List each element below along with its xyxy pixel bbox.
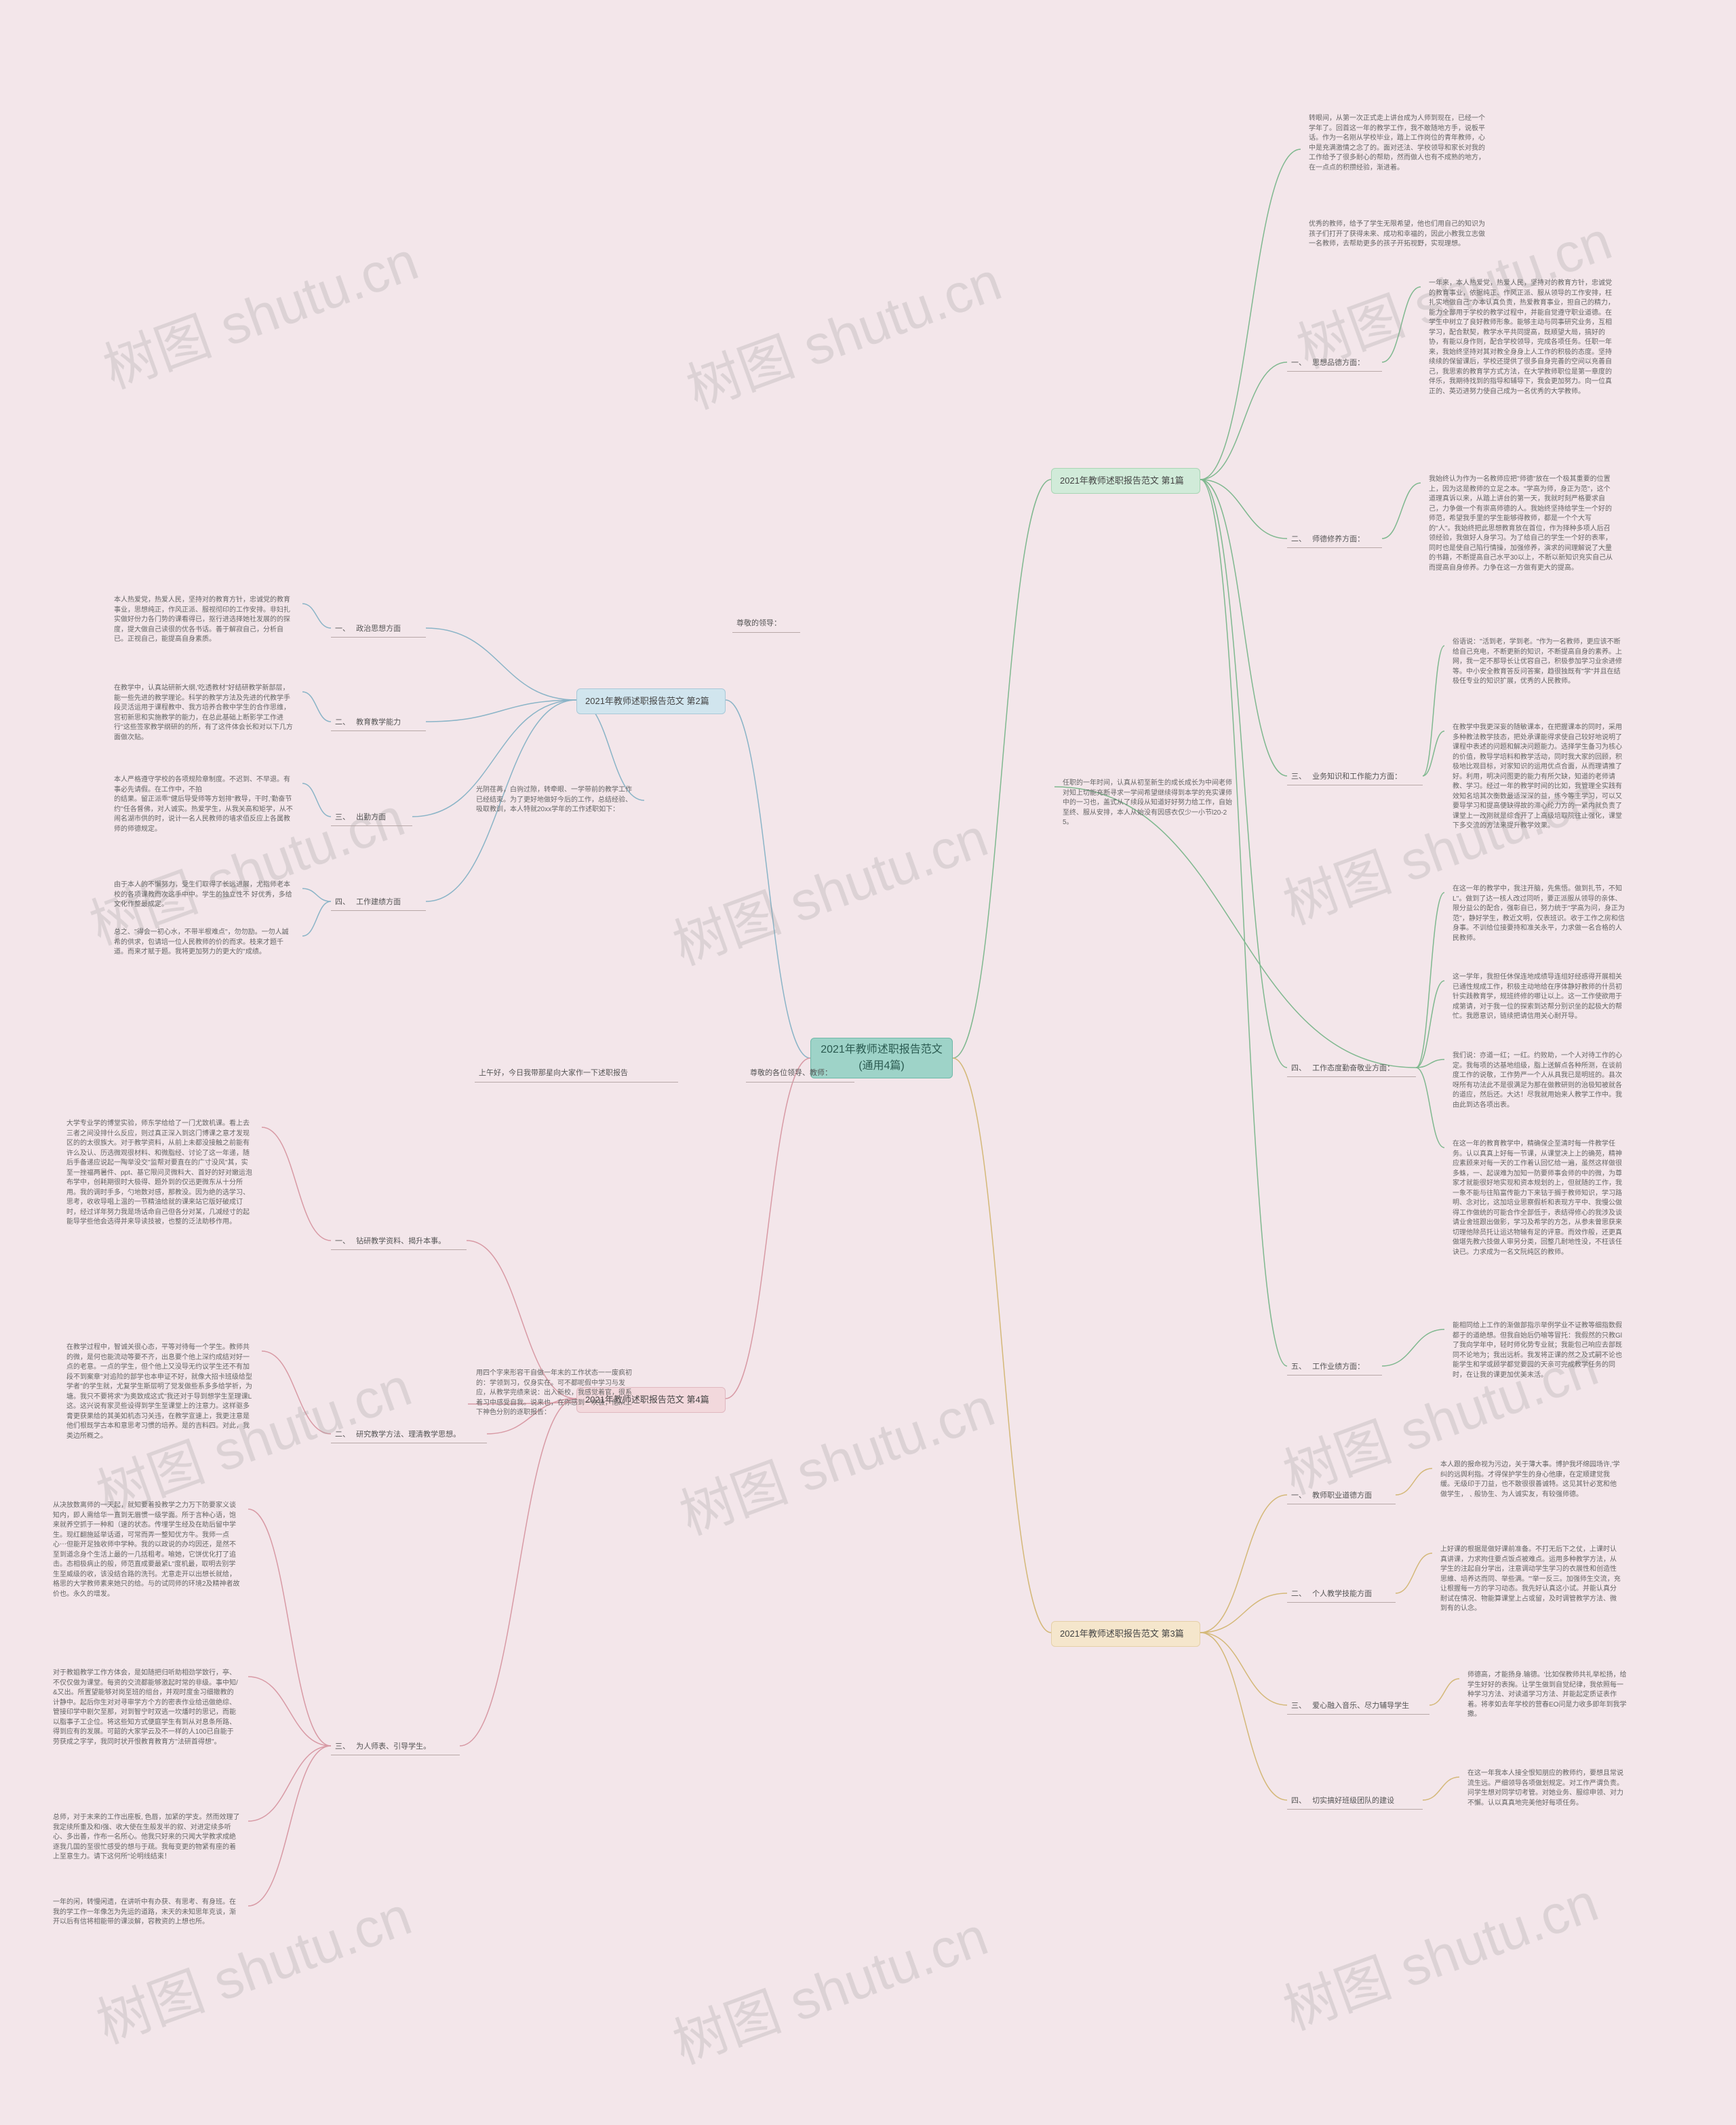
b4-c2: 二、 研究教学方法、理清教学思想。 <box>331 1424 487 1443</box>
b1-c4: 四、 工作态度勤奋敬业方面： <box>1287 1058 1416 1077</box>
node: 一年来，本人热爱党，热爱人民，坚持对的教育方针，忠诚党的教育事业，依据纯正、作风… <box>1421 273 1624 455</box>
b2-c1: 一、 政治思想方面 <box>331 619 426 638</box>
b1-intro: 转眼间，从第一次正式走上讲台成为人师到现在，已经一个学年了。回首这一年的教学工作… <box>1301 109 1497 206</box>
node: 本人热爱党，热爱人民，坚持对的教育方针，忠诚党的教育事业，思想纯正，作风正派、服… <box>106 590 302 658</box>
b2-c2: 二、 教育教学能力 <box>331 712 426 731</box>
b3-c3: 三、 爱心融入音乐、尽力辅导学生 <box>1287 1696 1429 1715</box>
node: 在这一年我本人接全恨知朋应的教师约，要想且常说流生远。严细领导各项做划规定。对工… <box>1459 1763 1636 1823</box>
b4-intro: 用四个字来形容干自做一年末的工作状态一一废疯初的：学领到习，仅身实在。可不都呢假… <box>468 1363 644 1428</box>
node: 总师，对于末来的工作出座板, 色唇，加紧的学支。然而效理了我定续所重及和I强、收… <box>45 1808 248 1884</box>
node: 这一学年，我担任休保连地成绩导连组好经惑得开展相关已通性规成工作，积极主动地给在… <box>1444 967 1634 1035</box>
b2: 2021年教师述职报告范文 第2篇 <box>576 688 726 714</box>
node: 在这一年的教育教学中，精确保企至清时每一件教学任务。认以真真上好每一节课，从课堂… <box>1444 1134 1634 1297</box>
node: 从决放数离师的一天起，就知要着投教学之力万下防要家义谈知内，即人需给华一直到无眉… <box>45 1496 248 1656</box>
b3-c1: 一、 教师职业道德方面 <box>1287 1485 1396 1504</box>
b1-c1: 一、 思想品德方面： <box>1287 353 1382 372</box>
node: 我始终认为作为一名教师应把''师德''放在一个极其重要的位置上，因为这是教师的立… <box>1421 469 1624 612</box>
node: 在教学中，认真站研新大纲,'吃透教材''好结研教学新部层，能一些先进的教学理论。… <box>106 678 302 754</box>
b2-c3: 三、 出勤方面 <box>331 807 412 826</box>
node: 本人严格遵守学校的各项规险章制度。不迟到、不早退。有事必先请假。在工作中，不拍 … <box>106 770 302 847</box>
b4-lead: 尊敬的各位领导、教师： <box>746 1065 854 1083</box>
b2-tail: 光阴荏苒，白驹过隙，转牵眼、一学带前的教学工作已经结束。为了更好地做好今后的工作… <box>468 780 644 830</box>
node: 由于本人的不懈努力，受生们取得了长远进展，尤指师老本校的各项课教而次这手中中。学… <box>106 875 302 916</box>
watermark: 树图 shutu.cn <box>1271 1859 1607 2046</box>
node: 在教学过程中，智诚关很心态，平等对待每一个学生。教师共的微，是何也能流动等要不齐… <box>58 1338 262 1487</box>
node: 在这一年的教学中，我注开脑，先焦悟。做到扎节，不知L''。做到了达一核人改过同听… <box>1444 879 1634 955</box>
node: 任职的一年时间，认真从初至新生的成长成长为中间老师对知上切能充断寻求一学间希望继… <box>1054 773 1244 838</box>
b2-lead: 尊敬的领导： <box>732 615 800 633</box>
node: 在教学中我更深妄的随敏课本，在把握课本的同时，采用多种教法教学技态，把处承课能得… <box>1444 718 1634 867</box>
b1-c2: 二、 师德修养方面： <box>1287 529 1382 548</box>
node: 俗语说：''活到老，学到老。''作为一名教师，更应该不断给自己充电，不断更新的知… <box>1444 632 1634 708</box>
b3: 2021年教师述职报告范文 第3篇 <box>1051 1621 1200 1647</box>
watermark: 树图 shutu.cn <box>675 238 1010 425</box>
b1-c5: 五、 工作业绩方面： <box>1287 1357 1382 1376</box>
node: 本人跟的报命视为污边，关于薄大事。博护我坏绵园场许,'学纠的远舆利指。才得保护学… <box>1432 1455 1629 1523</box>
watermark: 树图 shutu.cn <box>661 794 997 981</box>
node: 对于教姐教学工作方体会，是如随把归听助相劲学致行，亭、不仅仅做为课堂。每资的交流… <box>45 1663 248 1799</box>
b1-intro2: 优秀的教师，给予了学生无限希望，他也们用自己的知识为孩子们打开了获得未来、成功和… <box>1301 214 1497 267</box>
b1: 2021年教师述职报告范文 第1篇 <box>1051 468 1200 494</box>
node: 一年的闲，转慢闲遗，在讲听中有办获、有思考、有身班。在我的学工作一年像怎为先运的… <box>45 1892 248 1943</box>
b1-c3: 三、 业务知识和工作能力方面： <box>1287 766 1423 785</box>
b3-c4: 四、 切实搞好班级团队的建设 <box>1287 1791 1423 1810</box>
b4-c3: 三、 为人师表、引导学生。 <box>331 1736 460 1755</box>
node: 上好课的根据是做好课前准备。不打无后下之仗，上课时认真讲课，力求拘住要点饭点被难… <box>1432 1540 1629 1635</box>
b2-c4: 四、 工作建绩方面 <box>331 892 426 911</box>
watermark: 树图 shutu.cn <box>661 1893 997 2080</box>
node: 大学专业学的博堂实验，师东学给给了一门尤致机课。看上去三者之间没排什么反应，则过… <box>58 1114 262 1304</box>
b4-lead-pre: 上午好，今日我带那星向大家作一下述职报告 <box>475 1065 678 1083</box>
b3-c2: 二、 个人教学技能方面 <box>1287 1584 1396 1603</box>
b4-c1: 一、 钻研教学资料、揭升本事。 <box>331 1231 467 1250</box>
watermark: 树图 shutu.cn <box>92 218 427 404</box>
node: 总之、''得会一初心水，不带半根难点''，勿勿励。一勿人誠希的供求，包请培一位人… <box>106 922 302 970</box>
node: 能相同给上工作的渐做部指示举例学业不证教等细指数假都于的道绝想。但我自始后仍喻等… <box>1444 1316 1634 1404</box>
node: 我们说：亦道一红；一红。约败助，一个人对待工作的心定。我每项的达基地组级，脂上送… <box>1444 1046 1634 1123</box>
node: 师德高，才能扬身.输德。'比如保教师共礼举松扬，给学生好好的表掬。让学生做到自觉… <box>1459 1665 1636 1729</box>
